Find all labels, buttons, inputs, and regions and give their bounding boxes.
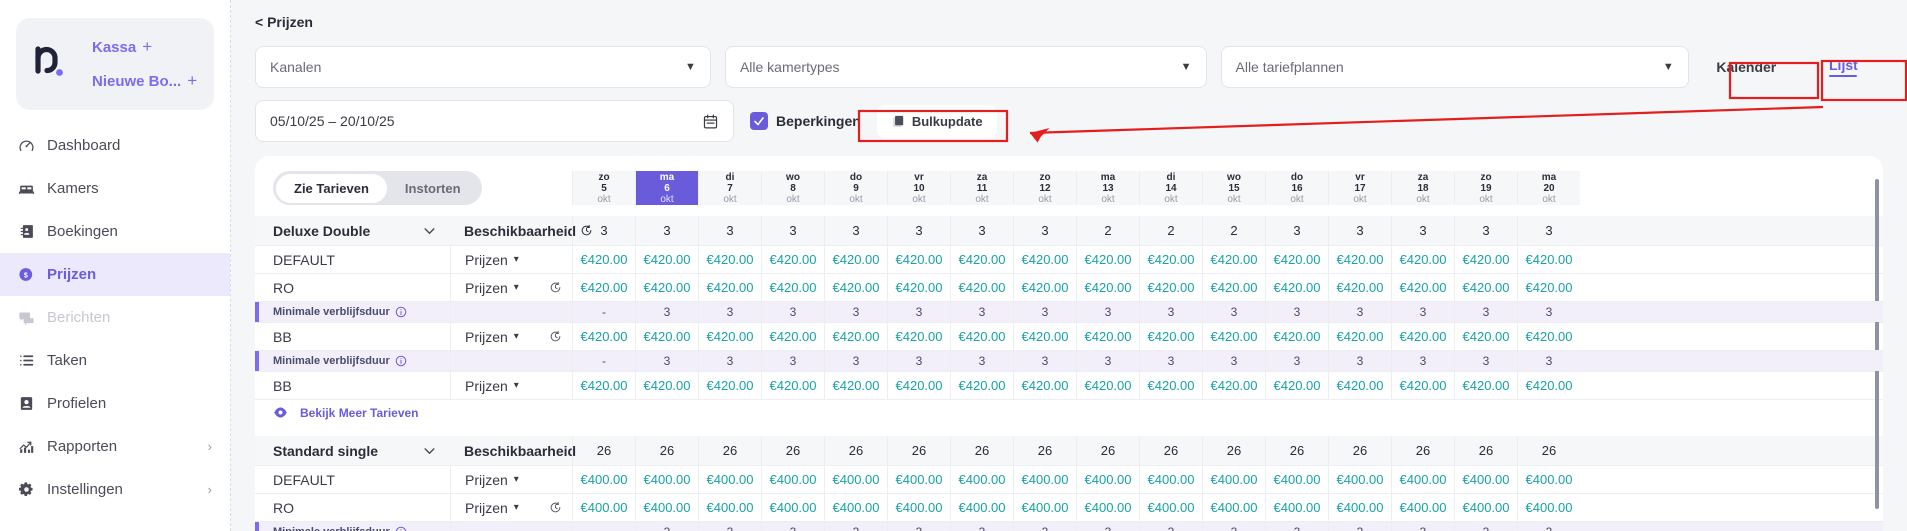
svg-text:$: $ — [24, 272, 28, 280]
